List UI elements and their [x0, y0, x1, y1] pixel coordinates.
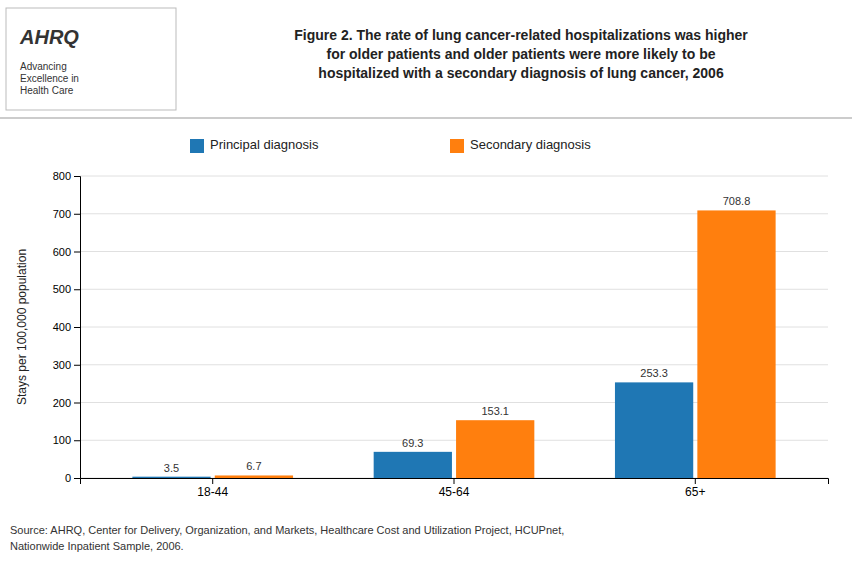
legend-swatch [450, 139, 464, 153]
logo-text: Health Care [20, 85, 74, 96]
title-line: Figure 2. The rate of lung cancer-relate… [294, 27, 748, 43]
bar [615, 382, 693, 478]
y-axis-line [74, 177, 81, 479]
bar [697, 210, 775, 478]
x-tick-mark [212, 478, 213, 484]
x-tick-label: 18-44 [197, 485, 228, 499]
grid-line [80, 176, 828, 177]
y-tick: 800 [53, 170, 80, 182]
y-tick-label: 700 [53, 208, 71, 220]
y-tick: 100 [53, 434, 80, 446]
y-tick-mark [74, 289, 80, 290]
data-labels: 3.5 69.3 253.3 6.7 153.1 708.8 [164, 195, 750, 473]
x-tick-label: 65+ [685, 485, 705, 499]
y-tick-label: 600 [53, 246, 71, 258]
y-tick-mark [74, 440, 80, 441]
x-tick: 45-64 [439, 478, 470, 499]
chart-svg: AHRQ AdvancingExcellence inHealth Care Fig… [0, 0, 852, 576]
x-axis-line [81, 479, 829, 485]
legend-label: Secondary diagnosis [470, 137, 591, 152]
data-label: 69.3 [402, 437, 423, 449]
y-tick: 600 [53, 246, 80, 258]
title: Figure 2. The rate of lung cancer-relate… [294, 27, 748, 81]
logo-text: Advancing [20, 61, 67, 72]
y-tick-mark [74, 327, 80, 328]
logo-box [6, 8, 176, 110]
y-tick-label: 200 [53, 397, 71, 409]
y-tick: 500 [53, 283, 80, 295]
logo-title: AHRQ [19, 26, 79, 48]
logo-text: Excellence in [20, 73, 79, 84]
bars [132, 210, 775, 478]
title-line: hospitalized with a secondary diagnosis … [318, 65, 724, 81]
data-label: 708.8 [723, 195, 751, 207]
logo: AHRQ AdvancingExcellence inHealth Care [6, 8, 176, 110]
title-line: for older patients and older patients we… [327, 46, 716, 62]
y-tick-label: 300 [53, 359, 71, 371]
bar [456, 420, 534, 478]
y-tick: 300 [53, 359, 80, 371]
y-tick-label: 100 [53, 434, 71, 446]
y-tick-mark [74, 176, 80, 177]
y-tick: 400 [53, 321, 80, 333]
source-text: Nationwide Inpatient Sample, 2006. [10, 540, 184, 552]
y-tick-mark [74, 403, 80, 404]
y-tick-mark [74, 365, 80, 366]
y-axis-title: Stays per 100,000 population [15, 249, 29, 405]
legend-label: Principal diagnosis [210, 137, 319, 152]
x-tick: 18-44 [197, 478, 228, 499]
x-tick-mark [454, 478, 455, 484]
y-tick-label: 400 [53, 321, 71, 333]
bar [374, 452, 452, 478]
y-axis: 0 100 200 300 400 500 600 700 800 [53, 170, 81, 484]
y-tick: 700 [53, 208, 80, 220]
header-rule [0, 118, 852, 119]
data-label: 3.5 [164, 462, 179, 474]
data-label: 153.1 [481, 405, 509, 417]
y-tick-mark [74, 214, 80, 215]
y-tick: 200 [53, 397, 80, 409]
x-axis: 18-44 45-64 65+ [81, 478, 829, 499]
y-tick-label: 0 [65, 472, 71, 484]
bar [132, 477, 210, 478]
y-tick: 0 [65, 472, 80, 484]
bar [215, 475, 293, 478]
data-label: 6.7 [246, 460, 261, 472]
x-tick: 65+ [685, 478, 705, 499]
source-text: Source: AHRQ, Center for Delivery, Organ… [10, 524, 564, 536]
legend-swatch [190, 139, 204, 153]
y-tick-label: 500 [53, 283, 71, 295]
y-tick-mark [74, 478, 80, 479]
x-tick-mark [695, 478, 696, 484]
data-label: 253.3 [640, 367, 668, 379]
y-tick-label: 800 [53, 170, 71, 182]
legend: Principal diagnosis Secondary diagnosis [190, 137, 591, 153]
x-tick-label: 45-64 [439, 485, 470, 499]
y-tick-mark [74, 252, 80, 253]
grid [80, 176, 828, 478]
